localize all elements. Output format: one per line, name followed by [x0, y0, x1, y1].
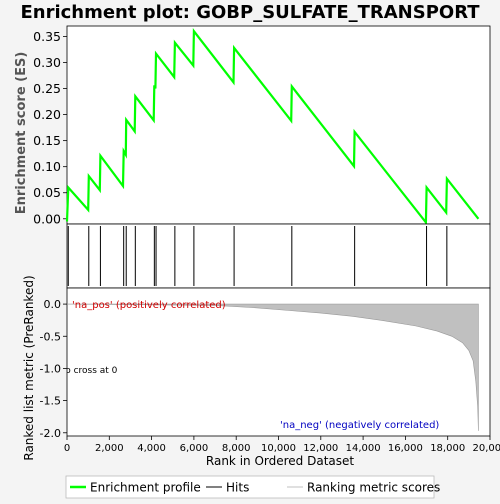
- es-y-tick-label: 0.10: [33, 159, 61, 174]
- x-tick-label: 2,000: [95, 443, 124, 454]
- es-y-tick-label: 0.25: [33, 81, 61, 96]
- es-y-tick-label: 0.35: [33, 29, 61, 44]
- es-y-tick-label: 0.30: [33, 55, 61, 70]
- es-y-tick-label: 0.15: [33, 133, 61, 148]
- es-y-axis: 0.00 0.05 0.10 0.15 0.20 0.25 0.30 0.35: [33, 29, 67, 226]
- neg-annotation: 'na_neg' (negatively correlated): [280, 420, 439, 431]
- x-tick-label: 6,000: [180, 443, 209, 454]
- x-tick-label: 0: [64, 443, 70, 454]
- x-tick-label: 8,000: [222, 443, 251, 454]
- es-y-tick-label: 0.20: [33, 107, 61, 122]
- legend-label: Ranking metric scores: [307, 481, 440, 495]
- legend-label: Enrichment profile: [90, 481, 201, 495]
- es-y-tick-label: 0.05: [33, 185, 61, 200]
- metric-y-axis: 0.0 -0.5 -1.0 -1.5 -2.0: [40, 298, 67, 440]
- x-tick-label: 10,000: [261, 443, 296, 454]
- x-tick-label: 12,000: [303, 443, 338, 454]
- es-y-label: Enrichment score (ES): [14, 52, 29, 215]
- metric-y-tick-label: -2.0: [40, 427, 61, 440]
- x-tick-label: 14,000: [346, 443, 381, 454]
- chart-title: Enrichment plot: GOBP_SULFATE_TRANSPORT: [20, 2, 480, 23]
- legend-label: Hits: [226, 481, 249, 495]
- x-axis-label: Rank in Ordered Dataset: [206, 454, 354, 468]
- pos-annotation: 'na_pos' (positively correlated): [72, 300, 226, 311]
- x-tick-label: 20,000: [473, 443, 500, 454]
- metric-y-tick-label: -0.5: [40, 330, 61, 343]
- metric-y-tick-label: 0.0: [44, 298, 62, 311]
- metric-y-label: Ranked list metric (PreRanked): [22, 275, 36, 460]
- x-tick-label: 16,000: [388, 443, 423, 454]
- x-axis: 0 2,000 4,000 6,000 8,000 10,000 12,000 14,000 1…: [64, 436, 500, 454]
- x-tick-label: 4,000: [137, 443, 166, 454]
- metric-y-tick-label: -1.5: [40, 395, 61, 408]
- x-tick-label: 18,000: [430, 443, 465, 454]
- metric-y-tick-label: -1.0: [40, 362, 61, 375]
- es-y-tick-label: 0.00: [33, 211, 61, 226]
